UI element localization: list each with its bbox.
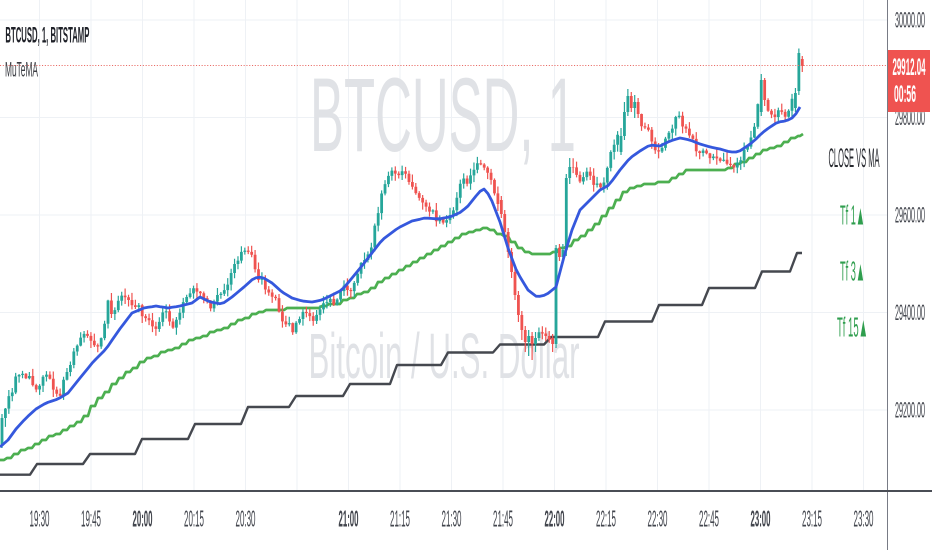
svg-text:20:00: 20:00: [133, 506, 153, 532]
svg-text:19:30: 19:30: [30, 506, 50, 532]
svg-text:21:45: 21:45: [493, 506, 513, 532]
svg-text:Tf 3▲: Tf 3▲: [840, 256, 865, 287]
svg-text:22:30: 22:30: [648, 506, 668, 532]
svg-text:Bitcoin / U.S. Dollar: Bitcoin / U.S. Dollar: [309, 320, 580, 392]
svg-text:20:15: 20:15: [184, 506, 204, 532]
svg-text:23:15: 23:15: [802, 506, 822, 532]
svg-text:23:00: 23:00: [751, 506, 771, 532]
svg-text:21:00: 21:00: [339, 506, 359, 532]
svg-text:29912.04: 29912.04: [893, 54, 926, 81]
svg-text:23:30: 23:30: [854, 506, 874, 532]
svg-text:BTCUSD, 1, BITSTAMP: BTCUSD, 1, BITSTAMP: [5, 23, 89, 48]
svg-text:19:45: 19:45: [81, 506, 101, 532]
svg-text:22:45: 22:45: [699, 506, 719, 532]
svg-text:Tf 1▲: Tf 1▲: [840, 200, 865, 231]
svg-text:22:15: 22:15: [596, 506, 616, 532]
svg-text:22:00: 22:00: [545, 506, 565, 532]
svg-text:29400.00: 29400.00: [895, 300, 925, 325]
svg-text:MuTeMA: MuTeMA: [5, 57, 38, 81]
svg-text:21:15: 21:15: [390, 506, 410, 532]
svg-text:21:30: 21:30: [442, 506, 462, 532]
svg-text:20:30: 20:30: [236, 506, 256, 532]
svg-text:29600.00: 29600.00: [895, 203, 925, 228]
svg-text:29200.00: 29200.00: [895, 398, 925, 423]
svg-text:30000.00: 30000.00: [895, 8, 925, 33]
svg-text:00:56: 00:56: [894, 81, 916, 108]
svg-text:CLOSE VS MA: CLOSE VS MA: [829, 143, 880, 173]
svg-text:BTCUSD, 1: BTCUSD, 1: [310, 57, 576, 174]
svg-text:Tf 15▲: Tf 15▲: [837, 312, 868, 343]
